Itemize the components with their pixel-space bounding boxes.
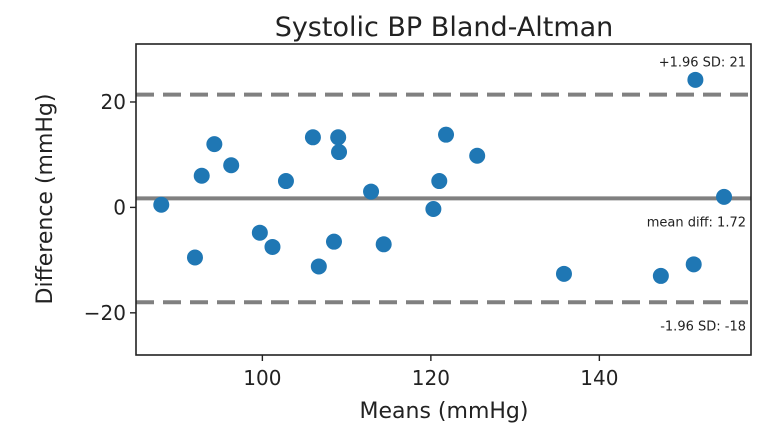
data-point-21	[685, 256, 702, 273]
data-point-2	[193, 167, 210, 184]
data-point-6	[264, 238, 281, 255]
y-tick-label-1: 0	[113, 195, 126, 219]
data-point-17	[438, 126, 455, 143]
x-tick-label-1: 120	[412, 366, 450, 390]
reference-line-label-0: +1.96 SD: 21	[659, 56, 746, 71]
data-points	[153, 71, 733, 284]
x-axis-ticks: 100 120 140	[243, 355, 618, 390]
data-point-13	[363, 183, 380, 200]
plot-area	[135, 43, 752, 356]
data-point-4	[223, 157, 240, 174]
y-tick-label-0: −20	[84, 301, 126, 325]
data-point-9	[310, 258, 327, 275]
data-point-8	[304, 129, 321, 146]
data-point-10	[325, 233, 342, 250]
x-tick-label-0: 100	[243, 366, 281, 390]
data-point-23	[716, 188, 733, 205]
data-point-20	[652, 267, 669, 284]
data-point-22	[687, 71, 704, 88]
data-point-14	[375, 236, 392, 253]
y-tick-label-2: 20	[101, 90, 126, 114]
y-axis-ticks: −20 0 20	[84, 90, 136, 325]
data-point-0	[153, 196, 170, 213]
data-point-5	[251, 224, 268, 241]
data-point-18	[469, 147, 486, 164]
data-point-7	[277, 173, 294, 190]
data-point-1	[186, 249, 203, 266]
data-point-15	[425, 200, 442, 217]
data-point-12	[331, 144, 348, 161]
data-point-19	[555, 265, 572, 282]
reference-line-label-2: -1.96 SD: -18	[660, 319, 746, 334]
data-point-11	[330, 129, 347, 146]
reference-lines	[136, 92, 751, 305]
chart-title: Systolic BP Bland-Altman	[275, 12, 614, 43]
x-axis-label: Means (mmHg)	[360, 399, 529, 424]
x-tick-label-2: 140	[580, 366, 618, 390]
reference-line-labels: +1.96 SD: 21 mean diff: 1.72 -1.96 SD: -18	[647, 56, 746, 335]
reference-line-label-1: mean diff: 1.72	[647, 215, 746, 230]
y-axis-label: Difference (mmHg)	[33, 94, 58, 305]
data-point-3	[206, 136, 223, 153]
data-point-16	[431, 173, 448, 190]
